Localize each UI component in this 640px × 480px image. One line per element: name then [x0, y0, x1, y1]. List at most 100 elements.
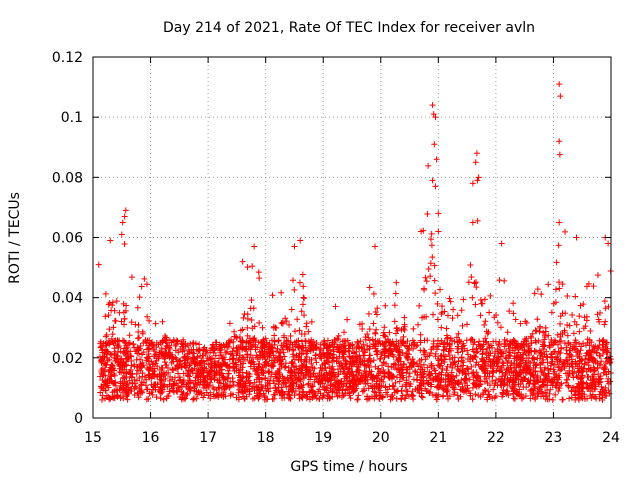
data-point [123, 347, 130, 354]
data-point [142, 382, 149, 389]
data-point [107, 237, 114, 244]
data-point [346, 373, 353, 380]
data-point [121, 213, 128, 220]
data-point [138, 283, 145, 290]
data-point [197, 389, 204, 396]
data-point [239, 326, 246, 333]
data-point [156, 373, 163, 380]
data-point [346, 353, 353, 360]
data-point [497, 353, 504, 360]
data-point [532, 368, 539, 375]
data-point [132, 321, 139, 328]
data-point [332, 303, 339, 310]
data-point [142, 336, 149, 343]
x-tick-labels: 15 16 17 18 19 20 21 22 23 24 [84, 430, 620, 446]
data-point [130, 341, 137, 348]
data-point [546, 390, 553, 397]
data-point [385, 369, 392, 376]
data-point [288, 358, 295, 365]
data-point [468, 274, 475, 281]
data-point [208, 364, 215, 371]
data-point [452, 361, 459, 368]
data-point [325, 389, 332, 396]
data-point [578, 343, 585, 350]
data-point [300, 283, 307, 290]
data-point [521, 338, 528, 345]
data-point [424, 379, 431, 386]
data-point [531, 290, 538, 297]
data-point [564, 322, 571, 329]
data-point [121, 350, 128, 357]
data-point [286, 344, 293, 351]
data-point [515, 376, 522, 383]
data-point [296, 391, 303, 398]
data-point [566, 395, 573, 402]
data-point [399, 349, 406, 356]
data-point [115, 338, 122, 345]
data-point [428, 362, 435, 369]
data-point [544, 359, 551, 366]
data-point [532, 362, 539, 369]
data-point [278, 289, 285, 296]
data-point [542, 372, 549, 379]
data-point [295, 376, 302, 383]
data-point [498, 349, 505, 356]
data-point [393, 374, 400, 381]
data-point [458, 345, 465, 352]
data-point [252, 343, 259, 350]
axis-ticks [92, 56, 612, 419]
data-point [337, 341, 344, 348]
data-point [587, 392, 594, 399]
data-point [331, 354, 338, 361]
data-point [295, 357, 302, 364]
data-point [389, 382, 396, 389]
data-point [121, 315, 128, 322]
data-point [169, 376, 176, 383]
data-point [285, 364, 292, 371]
data-point [143, 396, 150, 403]
data-point [173, 341, 180, 348]
data-point [555, 242, 562, 249]
data-point [417, 339, 424, 346]
data-point [587, 377, 594, 384]
data-point [196, 341, 203, 348]
data-point [316, 370, 323, 377]
data-point [410, 345, 417, 352]
data-point [565, 383, 572, 390]
data-point [264, 379, 271, 386]
data-point [462, 370, 469, 377]
data-point [574, 363, 581, 370]
data-point [433, 384, 440, 391]
data-point [499, 393, 506, 400]
data-point [520, 384, 527, 391]
data-point [505, 392, 512, 399]
data-point [128, 357, 135, 364]
data-point [554, 359, 561, 366]
data-point [468, 336, 475, 343]
data-point [416, 302, 423, 309]
data-point [346, 392, 353, 399]
data-point [602, 305, 609, 312]
data-point [329, 382, 336, 389]
data-point [106, 394, 113, 401]
data-point [339, 390, 346, 397]
data-point [381, 343, 388, 350]
data-point [128, 373, 135, 380]
data-point [274, 345, 281, 352]
data-point [118, 386, 125, 393]
data-point [383, 360, 390, 367]
data-point [107, 351, 114, 358]
data-point [175, 370, 182, 377]
data-point [259, 324, 266, 331]
data-point [303, 353, 310, 360]
data-point [363, 369, 370, 376]
data-point [368, 368, 375, 375]
data-point [364, 393, 371, 400]
data-point [175, 384, 182, 391]
data-point [425, 162, 432, 169]
data-point [295, 344, 302, 351]
data-point [188, 346, 195, 353]
data-point [373, 392, 380, 399]
data-point [429, 254, 436, 261]
data-point [355, 392, 362, 399]
